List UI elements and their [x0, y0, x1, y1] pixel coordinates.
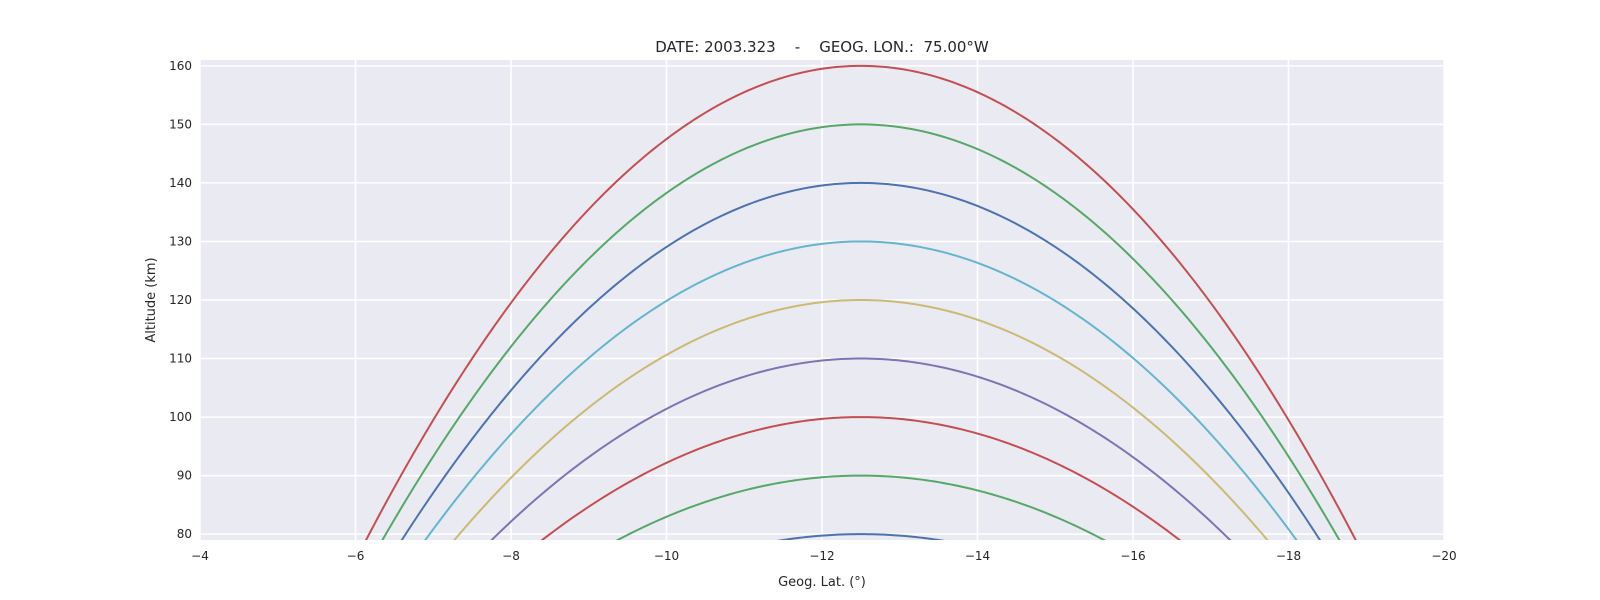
series-line-150km [381, 123, 1341, 540]
series-line-110km [490, 357, 1232, 540]
grid [199, 60, 1445, 540]
y-axis-label: Altitude (km) [144, 257, 159, 342]
y-tick-label: 130 [169, 234, 192, 248]
y-tick-label: 120 [169, 293, 192, 307]
series-line-120km [453, 299, 1269, 540]
x-axis-label: Geog. Lat. (°) [778, 575, 866, 590]
y-tick-label: 110 [169, 352, 192, 366]
y-tick-label: 90 [177, 469, 192, 483]
x-tick-label: −6 [347, 549, 365, 563]
x-tick-label: −10 [654, 549, 679, 563]
x-tick-label: −8 [502, 549, 520, 563]
x-tick-label: −12 [809, 549, 834, 563]
series-line-80km [776, 533, 946, 540]
tick-labels: −4 −6 −8 −10 −12 −14 −16 −18 −20 80 90 100 110 120 130… [169, 59, 1457, 563]
series-line-100km [540, 416, 1182, 540]
x-tick-label: −20 [1431, 549, 1456, 563]
x-tick-label: −14 [965, 549, 990, 563]
series-line-160km [364, 64, 1357, 540]
series-line-90km [615, 474, 1107, 540]
x-tick-label: −16 [1120, 549, 1145, 563]
x-tick-label: −4 [191, 549, 209, 563]
series-line-140km [400, 181, 1322, 540]
y-tick-label: 160 [169, 59, 192, 73]
y-tick-label: 140 [169, 176, 192, 190]
series-line-130km [424, 240, 1298, 540]
series-group [364, 64, 1357, 540]
y-tick-label: 150 [169, 117, 192, 131]
x-tick-label: −18 [1276, 549, 1301, 563]
chart-title: DATE: 2003.323 - GEOG. LON.: 75.00°W [655, 38, 989, 56]
y-tick-label: 100 [169, 410, 192, 424]
y-tick-label: 80 [177, 527, 192, 541]
